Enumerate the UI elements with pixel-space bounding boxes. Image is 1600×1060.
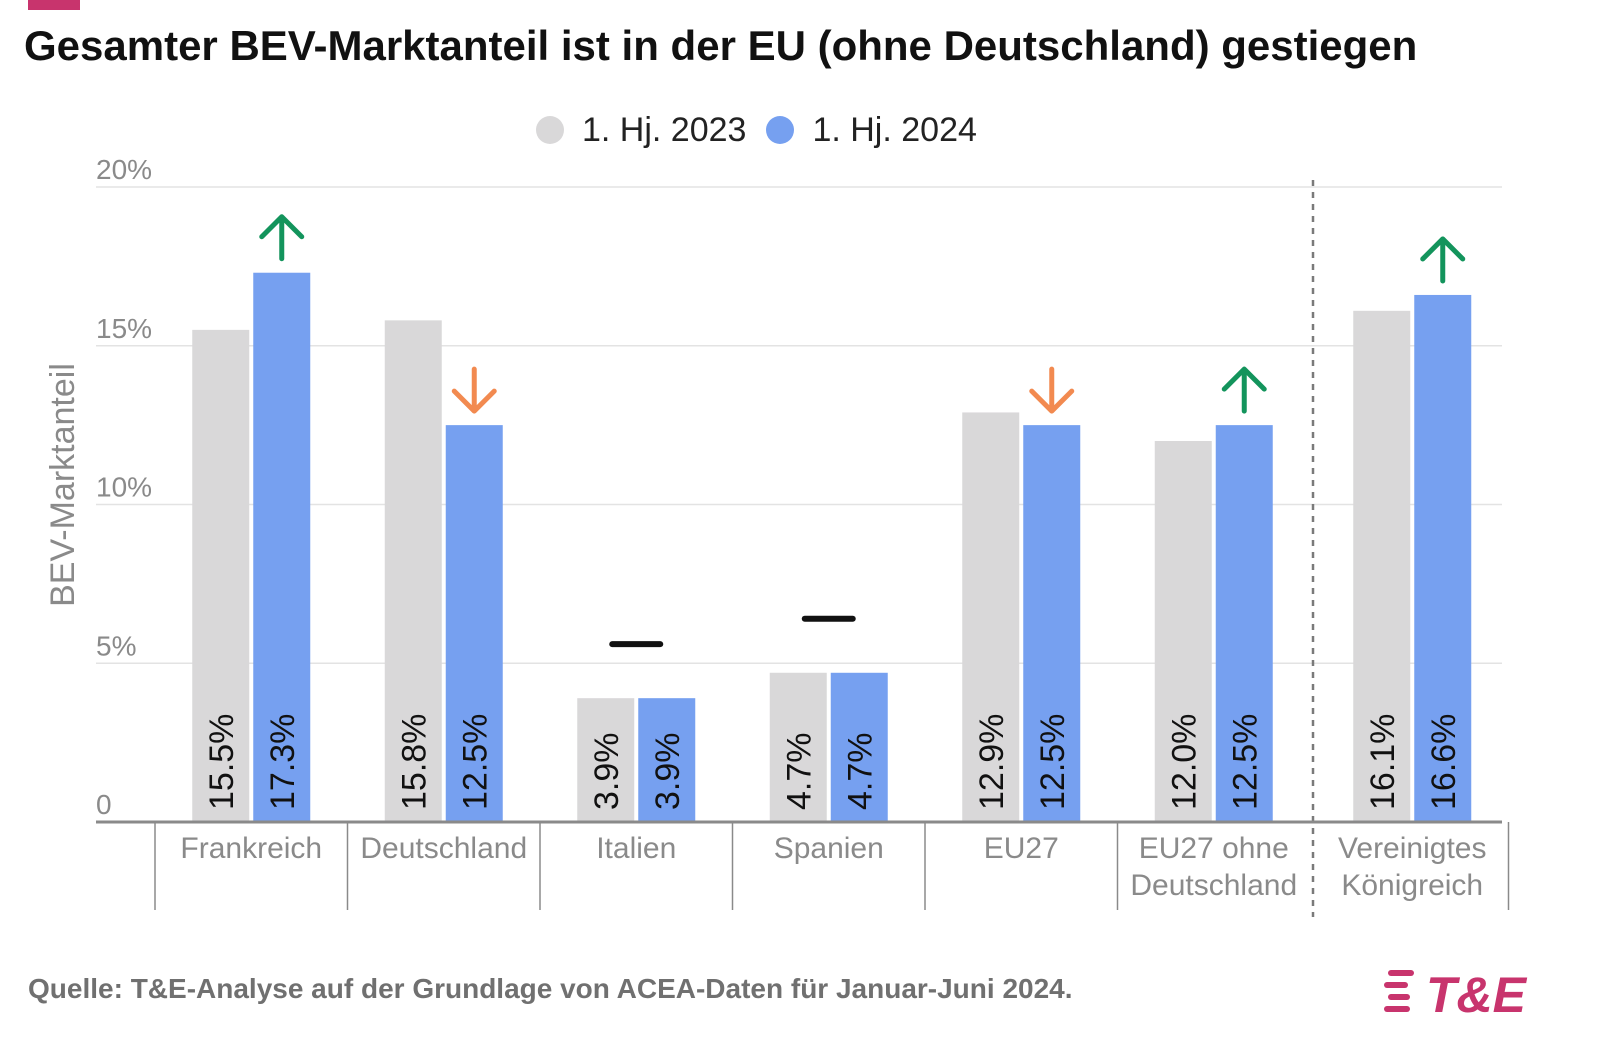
- chart-title: Gesamter BEV-Marktanteil ist in der EU (…: [24, 22, 1418, 69]
- bar-2023: [1353, 310, 1411, 822]
- x-category-label: EU27: [984, 832, 1059, 865]
- bar-value-label: 17.3%: [264, 714, 302, 810]
- bar-2023: [577, 698, 635, 822]
- x-category-label: Italien: [596, 832, 676, 865]
- legend-item-2023: 1. Hj. 2023: [536, 111, 746, 150]
- bar-value-label: 4.7%: [780, 733, 818, 811]
- x-category-label: Frankreich: [180, 832, 322, 865]
- brand-accent-bar: [28, 0, 80, 10]
- bar-2023: [192, 329, 250, 822]
- bar-2024: [830, 672, 888, 822]
- bar-2023: [962, 412, 1020, 822]
- bar-2024: [253, 272, 311, 823]
- bar-value-label: 12.5%: [1226, 714, 1264, 810]
- y-tick-label: 20%: [96, 154, 152, 185]
- source-note: Quelle: T&E-Analyse auf der Grundlage vo…: [28, 973, 1073, 1004]
- bar-value-label: 12.5%: [1034, 714, 1072, 810]
- bar-2023: [1154, 441, 1212, 822]
- x-category-label: EU27 ohne: [1139, 832, 1289, 865]
- bar-value-label: 12.9%: [973, 714, 1011, 810]
- bar-2024: [638, 698, 696, 822]
- bar-value-label: 4.7%: [841, 733, 879, 811]
- legend-swatch-2024: [766, 116, 795, 144]
- legend-label-2023: 1. Hj. 2023: [582, 110, 747, 149]
- x-category-label: Vereinigtes: [1338, 832, 1486, 865]
- bar-chart: 0 5% 10% 15% 20% BEV-Marktanteil 15.5% 17.3% Fra…: [44, 154, 1510, 917]
- x-category-label: Deutschland: [360, 832, 527, 865]
- arrow-down-icon: [451, 366, 497, 414]
- y-tick-label: 0: [96, 789, 112, 820]
- arrow-up-icon: [1420, 236, 1466, 284]
- logo-wordmark: T&E: [1426, 967, 1528, 1022]
- arrow-up-icon: [1221, 366, 1267, 414]
- bar-value-label: 15.8%: [395, 714, 433, 810]
- te-logo: T&E: [1384, 967, 1528, 1022]
- bar-2024: [445, 425, 503, 822]
- arrow-down-icon: [1029, 366, 1075, 414]
- bar-2023: [384, 320, 442, 822]
- y-tick-label: 5%: [96, 630, 136, 661]
- legend-item-2024: 1. Hj. 2024: [766, 110, 977, 150]
- x-category-label: Königreich: [1341, 869, 1483, 902]
- bar-2024: [1215, 425, 1273, 822]
- x-category-label: Spanien: [774, 832, 884, 865]
- legend-swatch-2023: [536, 116, 564, 144]
- legend-label-2024: 1. Hj. 2024: [812, 110, 977, 149]
- logo-stripes-icon: [1384, 970, 1414, 1012]
- y-tick-label: 10%: [96, 472, 152, 503]
- legend: 1. Hj. 2023 1. Hj. 2024: [536, 108, 997, 152]
- bar-value-label: 16.6%: [1425, 714, 1463, 810]
- bar-2023: [769, 672, 827, 822]
- bar-value-label: 3.9%: [588, 733, 626, 811]
- bar-value-label: 15.5%: [203, 714, 241, 810]
- bar-2024: [1023, 425, 1081, 822]
- arrow-up-icon: [259, 214, 305, 262]
- bar-value-label: 12.5%: [456, 714, 494, 810]
- bar-value-label: 12.0%: [1165, 714, 1203, 810]
- bar-2024: [1414, 294, 1472, 822]
- bar-value-label: 16.1%: [1364, 714, 1402, 810]
- y-tick-label: 15%: [96, 313, 152, 344]
- x-category-label: Deutschland: [1130, 869, 1297, 902]
- y-axis-label: BEV-Marktanteil: [44, 363, 82, 607]
- bar-value-label: 3.9%: [649, 733, 687, 811]
